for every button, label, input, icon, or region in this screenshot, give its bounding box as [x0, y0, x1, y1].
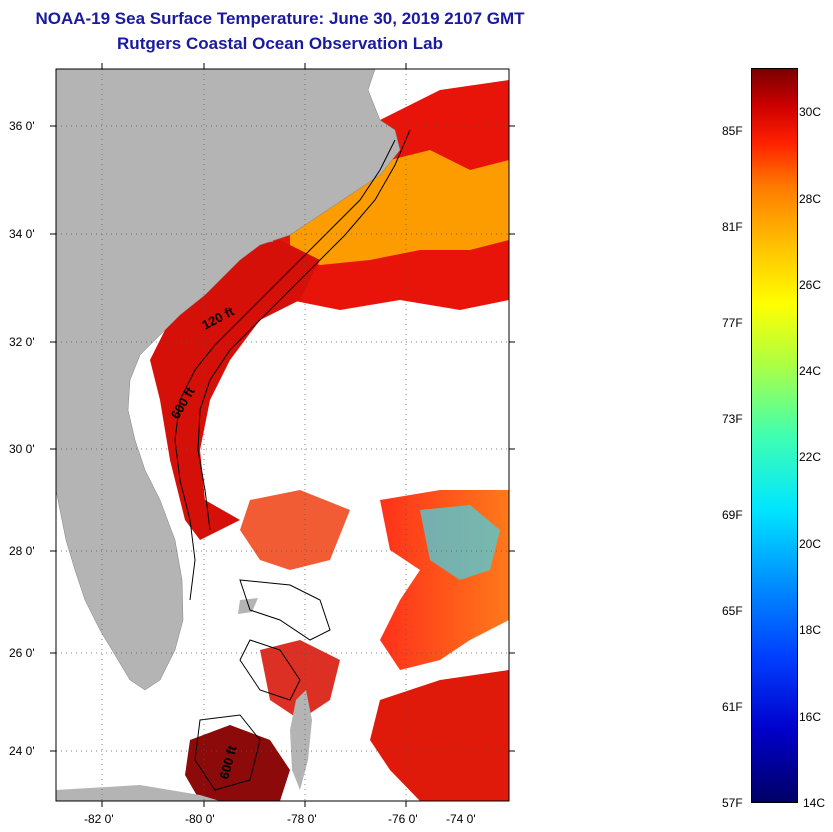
lat-label-36: 36 0' [9, 119, 35, 133]
isobath-600ft [197, 129, 411, 531]
tick-marks [50, 63, 515, 807]
colorbar-f-57: 57F [722, 796, 743, 810]
lat-label-32: 32 0' [9, 335, 35, 349]
lat-label-30: 30 0' [9, 442, 35, 456]
warm-water-southeast [370, 670, 509, 801]
lon-label-80: -80 0' [185, 812, 215, 826]
colorbar-f-73: 73F [722, 412, 743, 426]
colorbar-f-61: 61F [722, 700, 743, 714]
lon-label-74: -74 0' [446, 812, 476, 826]
land-usa [56, 69, 401, 691]
colorbar-f-77: 77F [722, 316, 743, 330]
lat-label-24: 24 0' [9, 744, 35, 758]
yellow-shelf-water [290, 150, 509, 265]
isobath-bahamas [194, 579, 331, 791]
temperature-colorbar [751, 68, 798, 803]
isobath-120ft [174, 139, 396, 601]
hot-water-south [185, 725, 290, 801]
colorbar-f-69: 69F [722, 508, 743, 522]
warm-water-gulfstream [150, 240, 320, 540]
lat-label-34: 34 0' [9, 227, 35, 241]
warm-water-mid [240, 490, 350, 570]
colorbar-c-20: 20C [799, 537, 822, 551]
lon-label-82: -82 0' [84, 812, 114, 826]
colorbar-c-30: 30C [799, 105, 822, 119]
colorbar-c-14: 14C [803, 796, 826, 810]
land-cuba [56, 785, 220, 801]
colorbar-f-81: 81F [722, 220, 743, 234]
colorbar-c-16: 16C [799, 710, 822, 724]
colorbar-f-65: 65F [722, 604, 743, 618]
land-bahamas-2 [238, 598, 258, 614]
lat-label-26: 26 0' [9, 646, 35, 660]
graticule [56, 69, 509, 801]
map-title: NOAA-19 Sea Surface Temperature: June 30… [35, 9, 525, 28]
lat-label-28: 28 0' [9, 544, 35, 558]
colorbar-c-28: 28C [799, 192, 822, 206]
land-bahamas-1 [290, 690, 312, 790]
colorbar-c-18: 18C [799, 623, 822, 637]
colorbar-c-24: 24C [799, 364, 822, 378]
lon-label-76: -76 0' [388, 812, 418, 826]
cool-patch-east [420, 505, 500, 580]
colorbar-c-26: 26C [799, 278, 822, 292]
plot-frame [55, 68, 510, 802]
lon-label-78: -78 0' [287, 812, 317, 826]
map-subtitle: Rutgers Coastal Ocean Observation Lab [117, 34, 443, 53]
colorbar-f-85: 85F [722, 124, 743, 138]
colorbar-c-22: 22C [799, 450, 822, 464]
